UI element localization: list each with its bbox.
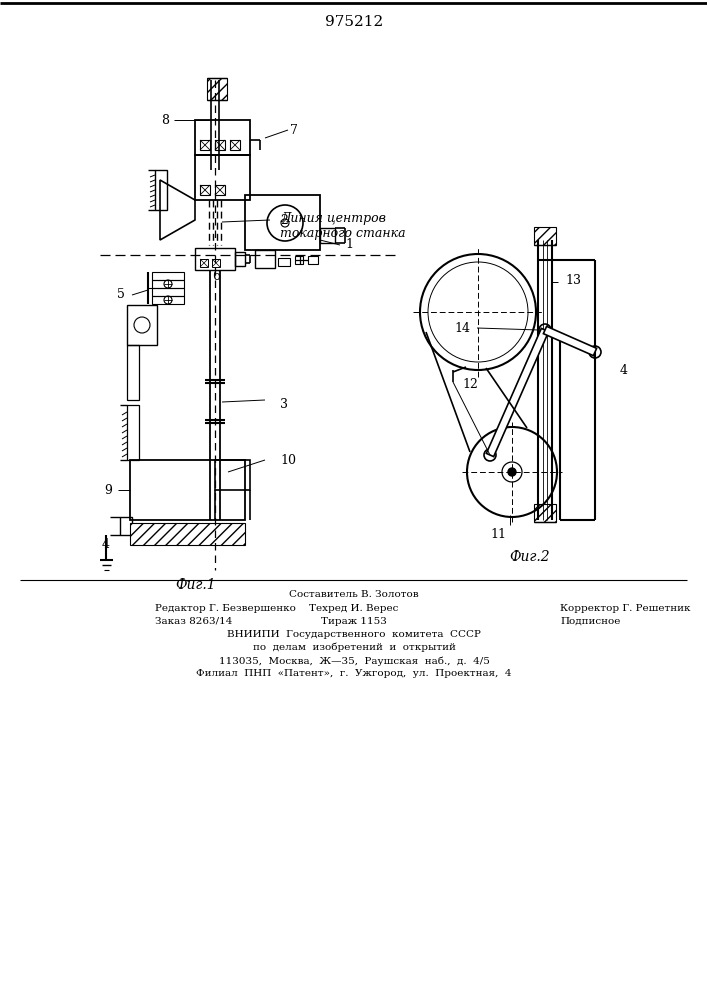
Text: Подписное: Подписное xyxy=(560,617,620,626)
Text: Составитель В. Золотов: Составитель В. Золотов xyxy=(289,590,419,599)
Text: 113035,  Москва,  Ж—35,  Раушская  наб.,  д.  4/5: 113035, Москва, Ж—35, Раушская наб., д. … xyxy=(218,656,489,666)
Text: 1: 1 xyxy=(345,238,353,251)
Bar xyxy=(320,228,335,243)
Bar xyxy=(195,248,235,270)
Bar xyxy=(195,120,250,155)
Bar xyxy=(215,460,250,490)
Bar xyxy=(127,305,157,345)
Bar xyxy=(255,250,275,268)
Text: ВНИИПИ  Государственного  комитета  СССР: ВНИИПИ Государственного комитета СССР xyxy=(227,630,481,639)
Text: Фиг.1: Фиг.1 xyxy=(175,578,216,592)
Bar xyxy=(320,228,335,243)
Text: 14: 14 xyxy=(454,322,470,334)
Text: Корректор Г. Решетник: Корректор Г. Решетник xyxy=(560,604,691,613)
Bar xyxy=(278,258,290,266)
Bar xyxy=(534,227,556,245)
Text: Тираж 1153: Тираж 1153 xyxy=(321,617,387,626)
Text: 7: 7 xyxy=(290,123,298,136)
Bar xyxy=(127,345,139,400)
Bar xyxy=(230,140,240,150)
Bar xyxy=(235,252,245,266)
Text: 8: 8 xyxy=(161,113,169,126)
Text: Линия центров
токарного станка: Линия центров токарного станка xyxy=(280,212,406,240)
Text: 4: 4 xyxy=(102,538,110,552)
Bar xyxy=(200,140,210,150)
Text: 10: 10 xyxy=(280,454,296,466)
Text: 3: 3 xyxy=(280,398,288,412)
Text: 11: 11 xyxy=(490,528,506,541)
Bar xyxy=(207,78,227,100)
Bar xyxy=(152,288,184,296)
Bar xyxy=(215,140,225,150)
Polygon shape xyxy=(544,326,597,356)
Bar xyxy=(295,256,303,264)
Bar xyxy=(195,155,250,200)
Bar xyxy=(130,523,245,545)
Text: 6: 6 xyxy=(212,269,220,282)
Text: Редактор Г. Безвершенко: Редактор Г. Безвершенко xyxy=(155,604,296,613)
Text: 975212: 975212 xyxy=(325,15,383,29)
Bar xyxy=(245,195,320,250)
Bar xyxy=(120,517,132,535)
Bar xyxy=(127,405,139,460)
Text: 4: 4 xyxy=(620,363,628,376)
Bar xyxy=(308,256,318,264)
Bar xyxy=(215,185,225,195)
Circle shape xyxy=(508,468,516,476)
Text: 13: 13 xyxy=(565,273,581,286)
Polygon shape xyxy=(486,328,549,457)
Bar xyxy=(200,185,210,195)
Bar xyxy=(534,504,556,522)
Text: по  делам  изобретений  и  открытий: по делам изобретений и открытий xyxy=(252,643,455,652)
Bar xyxy=(200,259,208,267)
Bar xyxy=(152,272,184,280)
Text: 12: 12 xyxy=(462,378,478,391)
Text: 2: 2 xyxy=(280,214,288,227)
Bar xyxy=(130,460,245,520)
Text: Филиал  ПНП  «Патент»,  г.  Ужгород,  ул.  Проектная,  4: Филиал ПНП «Патент», г. Ужгород, ул. Про… xyxy=(197,669,512,678)
Text: 5: 5 xyxy=(117,288,125,302)
Bar xyxy=(152,280,184,288)
Bar xyxy=(212,259,220,267)
Bar xyxy=(155,170,167,210)
Text: Фиг.2: Фиг.2 xyxy=(510,550,550,564)
Text: 9: 9 xyxy=(104,484,112,496)
Bar xyxy=(152,296,184,304)
Text: Техред И. Верес: Техред И. Верес xyxy=(310,604,399,613)
Text: Заказ 8263/14: Заказ 8263/14 xyxy=(155,617,233,626)
